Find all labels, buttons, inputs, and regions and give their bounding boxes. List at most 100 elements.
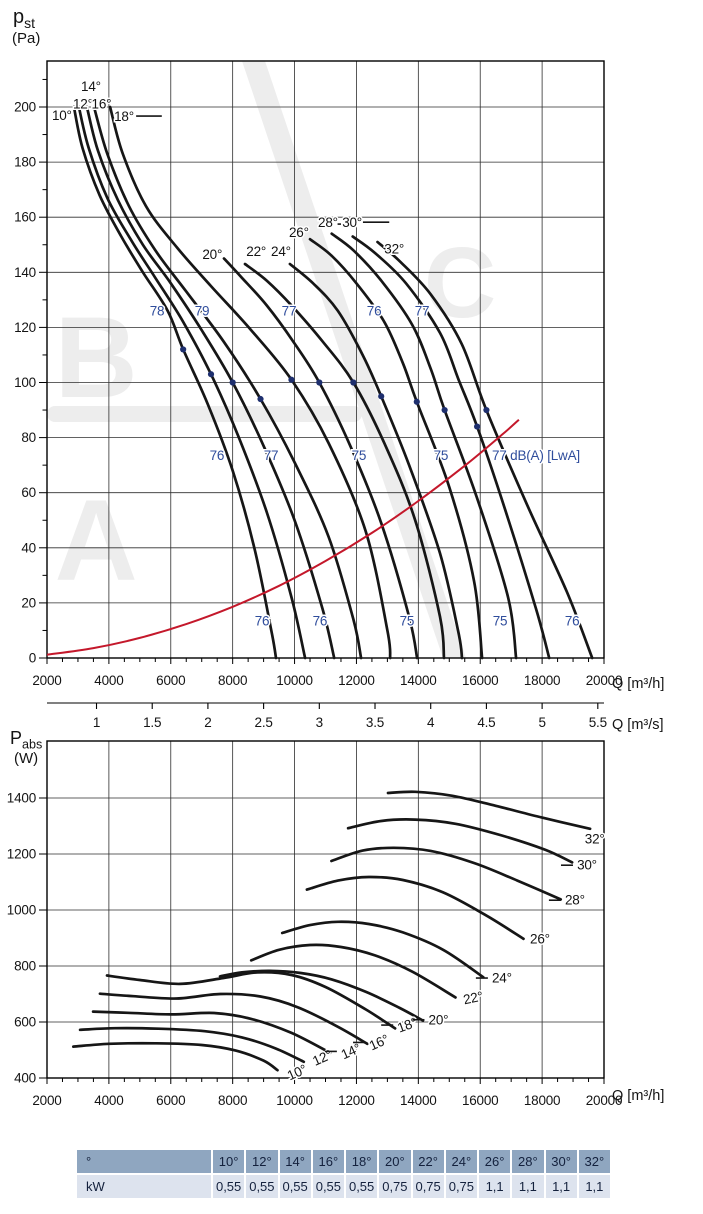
pressure-chart-curve-20deg bbox=[222, 257, 419, 660]
blade-angle-label: 18° bbox=[114, 109, 134, 124]
noise-level-label: 76 bbox=[210, 448, 225, 463]
secondary-axis-tick-label: 3.5 bbox=[366, 715, 384, 730]
pressure-chart-ticks bbox=[39, 78, 605, 664]
noise-level-label: 77 bbox=[282, 303, 297, 318]
power-end-label: 20° bbox=[429, 1012, 449, 1027]
power-end-label: 24° bbox=[492, 971, 512, 986]
blade-angle-label: 24° bbox=[271, 244, 291, 259]
x-tick-label: 20000 bbox=[586, 673, 623, 688]
power-chart-curve-16deg bbox=[98, 992, 369, 1046]
power-end-labels: 10°12° 14° 16°18° 20°22°24°26°28°30°32° bbox=[283, 830, 606, 1085]
y-tick-label: 1400 bbox=[7, 791, 36, 806]
blade-angle-label: 28° bbox=[318, 215, 338, 230]
power-end-label: 32° bbox=[585, 832, 605, 847]
blade-angle-label: 16° bbox=[92, 97, 112, 112]
flow-axis-title-m3h-top: Q [m³/h] bbox=[612, 676, 665, 692]
y-tick-label: 0 bbox=[29, 651, 36, 666]
table-header-cell: 22° bbox=[412, 1150, 444, 1173]
motor-power-table: ° 10° 12° 14° 16° 18° 20° 22° 24° 26° 28° 30° 32° kW 0… bbox=[75, 1148, 612, 1200]
operating-point-dot bbox=[474, 423, 481, 430]
noise-level-label: 76 bbox=[313, 613, 328, 628]
table-header-cell: 10° bbox=[213, 1150, 245, 1173]
y-tick-label: 160 bbox=[14, 210, 36, 225]
power-chart-curve-32deg bbox=[386, 790, 592, 831]
blade-angle-label: 10° bbox=[52, 108, 72, 123]
power-end-label: 14° bbox=[339, 1041, 363, 1063]
table-header-cell: 24° bbox=[445, 1150, 477, 1173]
operating-points bbox=[180, 346, 490, 430]
power-chart-curve-14deg bbox=[91, 1010, 332, 1055]
noise-level-labels: 78 79 77 76 77 76 77 75 75 77 dB(A) [LwA] 76 76 75 75… bbox=[148, 302, 581, 630]
system-resistance-curve bbox=[46, 418, 520, 656]
watermark-letter: B bbox=[55, 294, 138, 422]
x-tick-label: 2000 bbox=[32, 1093, 61, 1108]
x-tick-label: 16000 bbox=[462, 1093, 499, 1108]
power-chart-curve-12deg bbox=[78, 1026, 306, 1064]
x-tick-label: 18000 bbox=[524, 673, 561, 688]
power-end-label: 28° bbox=[565, 893, 585, 908]
flow-axis-title-m3h-bottom: Q [m³/h] bbox=[612, 1088, 665, 1104]
operating-point-dot bbox=[483, 406, 490, 414]
pressure-chart-curve-12deg bbox=[77, 105, 307, 660]
power-axis-title: Pabs bbox=[10, 728, 43, 752]
table-header-row: ° 10° 12° 14° 16° 18° 20° 22° 24° 26° 28° 30° 32° bbox=[77, 1150, 610, 1173]
table-row-label: kW bbox=[77, 1175, 211, 1198]
operating-point-dot bbox=[441, 406, 448, 414]
pressure-chart-curve-30deg bbox=[351, 235, 551, 660]
y-tick-label: 60 bbox=[21, 485, 36, 500]
y-tick-label: 20 bbox=[21, 595, 36, 610]
power-end-label: 30° bbox=[577, 858, 597, 873]
power-end-label: 16° bbox=[367, 1032, 391, 1054]
power-chart-curve-22deg bbox=[249, 943, 457, 999]
blade-angle-label: 32° bbox=[384, 241, 404, 256]
secondary-axis-tick-label: 1.5 bbox=[143, 715, 161, 730]
watermark-letter: A bbox=[55, 477, 138, 605]
pressure-chart-curve-14deg bbox=[85, 105, 336, 660]
pressure-chart-curve-10deg bbox=[72, 105, 278, 660]
power-chart-grid bbox=[47, 741, 604, 1078]
pressure-chart-curve-18deg bbox=[108, 105, 392, 660]
noise-level-label: 79 bbox=[195, 303, 210, 318]
table-cell: 1,1 bbox=[545, 1175, 577, 1198]
x-tick-label: 2000 bbox=[32, 673, 61, 688]
blade-angle-labels: 10°12° 14° 16°18° 20° 22° 24° 26° 28° 30° 32° bbox=[50, 77, 405, 263]
power-chart-curve-28deg bbox=[330, 846, 563, 901]
noise-level-label: 75 bbox=[434, 448, 449, 463]
blade-angle-label: 26° bbox=[289, 225, 309, 240]
y-tick-label: 180 bbox=[14, 155, 36, 170]
noise-level-label: 75 bbox=[400, 613, 415, 628]
power-end-label: 22° bbox=[462, 989, 485, 1008]
noise-level-label: 77 bbox=[264, 448, 279, 463]
y-tick-label: 600 bbox=[14, 1015, 36, 1030]
x-tick-label: 14000 bbox=[400, 673, 437, 688]
y-tick-label: 200 bbox=[14, 100, 36, 115]
table-cell: 0,55 bbox=[246, 1175, 278, 1198]
operating-point-dot bbox=[350, 379, 357, 386]
table-row: kW 0,55 0,55 0,55 0,55 0,55 0,75 0,75 0,75 1,1 1,1… bbox=[77, 1175, 610, 1198]
operating-point-dot bbox=[316, 379, 323, 386]
x-tick-label: 18000 bbox=[524, 1093, 561, 1108]
table-cell: 0,55 bbox=[213, 1175, 245, 1198]
secondary-axis-tick-label: 2 bbox=[204, 715, 211, 730]
blade-angle-label: 30° bbox=[342, 215, 362, 230]
secondary-flow-axis bbox=[47, 702, 604, 709]
x-tick-label: 8000 bbox=[218, 1093, 247, 1108]
operating-point-dot bbox=[229, 379, 236, 386]
power-chart-curve-30deg bbox=[346, 818, 574, 864]
power-chart-curves bbox=[71, 790, 592, 1072]
table-cell: 0,75 bbox=[445, 1175, 477, 1198]
x-tick-label: 10000 bbox=[276, 673, 313, 688]
x-tick-label: 12000 bbox=[338, 673, 375, 688]
secondary-axis-tick-label: 5.5 bbox=[589, 715, 607, 730]
secondary-axis-tick-label: 5 bbox=[538, 715, 545, 730]
y-tick-label: 120 bbox=[14, 320, 36, 335]
power-chart-curve-10deg bbox=[71, 1041, 279, 1072]
secondary-axis-tick-label: 1 bbox=[93, 715, 100, 730]
secondary-axis-tick-label: 4 bbox=[427, 715, 435, 730]
power-axis-unit: (W) bbox=[14, 750, 39, 767]
x-tick-label: 12000 bbox=[338, 1093, 375, 1108]
pressure-chart-curve-22deg bbox=[243, 262, 446, 660]
blade-angle-label: 22° bbox=[246, 244, 266, 259]
table-header-cell: ° bbox=[77, 1150, 211, 1173]
